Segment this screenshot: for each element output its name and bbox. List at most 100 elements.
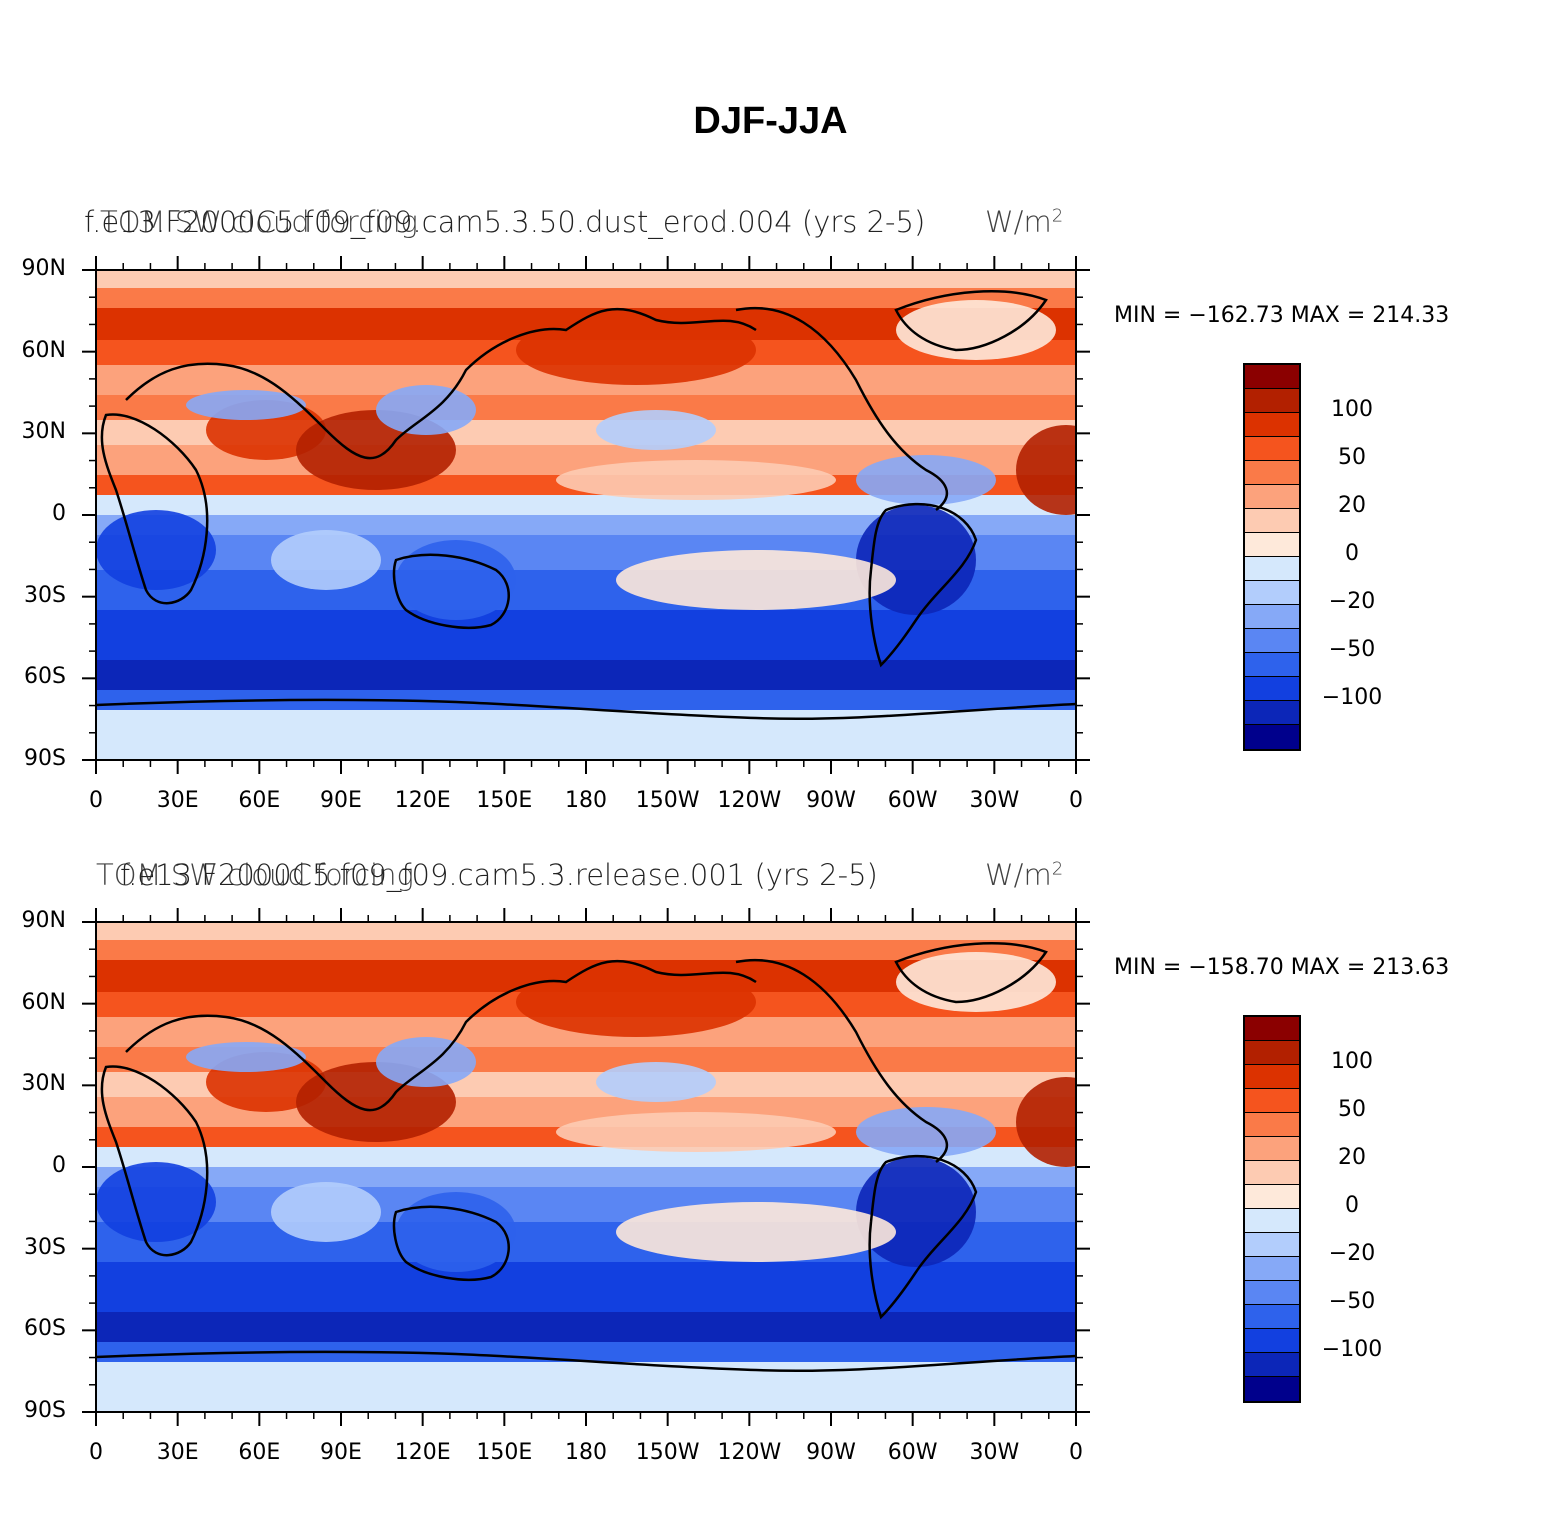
y-tick-label: 30N [21, 419, 66, 445]
colorbar-label: 20 [1338, 493, 1366, 518]
colorbar-segment [1245, 605, 1299, 629]
colorbar-segment [1245, 581, 1299, 605]
x-tick-label: 120E [394, 788, 451, 813]
colorbar-segment [1245, 389, 1299, 413]
x-tick-label: 150W [635, 788, 700, 813]
x-tick-label: 0 [1069, 788, 1083, 813]
coastline [96, 698, 1076, 721]
colorbar-label: 50 [1338, 1097, 1366, 1122]
colorbar-segment [1245, 1209, 1299, 1233]
continent-outline [100, 1065, 209, 1257]
y-tick-label: 30S [24, 1234, 66, 1260]
field-feature [396, 1192, 516, 1272]
y-tick-label: 90N [21, 256, 66, 281]
x-tick-label: 0 [89, 1440, 103, 1465]
continent-outline [100, 413, 209, 605]
top-panel-case-title: f.e13.F2000C5.f09_f09.cam5.3.50.dust_ero… [84, 205, 926, 239]
continent-outline [735, 306, 948, 511]
x-tick-label: 150W [635, 1440, 700, 1465]
colorbar-segment [1245, 1161, 1299, 1185]
colorbar-label: −50 [1328, 637, 1376, 662]
x-tick-label: 180 [565, 788, 607, 813]
coastline [96, 1350, 1076, 1373]
colorbar-segment [1245, 1089, 1299, 1113]
colorbar-label: 20 [1338, 1145, 1366, 1170]
field-feature [616, 1202, 896, 1262]
colorbar-label: 0 [1345, 1193, 1359, 1218]
colorbar-segment [1245, 557, 1299, 581]
field-feature [516, 967, 756, 1037]
latitude-band [96, 660, 1076, 690]
field-feature [376, 1037, 476, 1087]
latitude-band [96, 495, 1076, 515]
field-feature [516, 315, 756, 385]
latitude-band [96, 1312, 1076, 1342]
colorbar-label: 0 [1345, 541, 1359, 566]
colorbar-segment [1245, 365, 1299, 389]
colorbar-segment [1245, 1233, 1299, 1257]
continent-outline [894, 942, 1048, 1004]
y-tick-label: 0 [52, 1153, 66, 1178]
latitude-band [96, 1342, 1076, 1362]
latitude-band [96, 690, 1076, 710]
colorbar-label: 100 [1331, 1049, 1373, 1074]
field-feature [96, 1162, 216, 1242]
continent-outline [868, 502, 978, 668]
colorbar-segment [1245, 701, 1299, 725]
bottom-panel-units: W/m2 [985, 858, 1064, 892]
antarctica-region [96, 1362, 1076, 1412]
continent-outline [392, 553, 510, 629]
field-feature [556, 1112, 836, 1152]
field-feature [1016, 1077, 1076, 1167]
colorbar-segment [1245, 725, 1299, 749]
y-tick-label: 60S [24, 1316, 66, 1342]
y-tick-label: 60S [24, 664, 66, 690]
latitude-band [96, 515, 1076, 535]
latitude-band [96, 288, 1076, 308]
y-tick-label: 90S [24, 1398, 66, 1423]
x-tick-label: 60E [238, 1440, 281, 1465]
y-tick-label: 0 [52, 501, 66, 526]
field-feature [1016, 425, 1076, 515]
bottom-panel-case-title: f.e13.F2000C5.f09_f09.cam5.3.release.001… [120, 858, 878, 892]
colorbar-segment [1245, 1113, 1299, 1137]
latitude-band [96, 270, 1076, 288]
x-tick-label: 30W [969, 1440, 1020, 1465]
latitude-band [96, 922, 1076, 940]
colorbar-segment [1245, 413, 1299, 437]
field-feature [596, 410, 716, 450]
field-feature [556, 460, 836, 500]
top-map-field [96, 270, 1076, 760]
y-tick-label: 60N [21, 989, 66, 1015]
top-min-max-label: MIN = −162.73 MAX = 214.33 [1114, 303, 1450, 328]
colorbar-label: −100 [1321, 685, 1383, 710]
x-tick-label: 60W [887, 788, 938, 813]
x-tick-label: 30W [969, 788, 1020, 813]
field-feature [596, 1062, 716, 1102]
colorbar-label: −100 [1321, 1337, 1383, 1362]
continent-outline [125, 307, 757, 460]
colorbar-label: −20 [1328, 589, 1376, 614]
field-feature [271, 1182, 381, 1242]
field-feature [856, 455, 996, 505]
y-tick-label: 30S [24, 582, 66, 608]
top-colorbar [1243, 363, 1301, 751]
latitude-band [96, 940, 1076, 960]
colorbar-segment [1245, 1377, 1299, 1401]
continent-outline [868, 1154, 978, 1320]
x-tick-label: 0 [1069, 1440, 1083, 1465]
x-tick-label: 90W [806, 788, 856, 813]
colorbar-segment [1245, 1041, 1299, 1065]
colorbar-segment [1245, 1305, 1299, 1329]
y-tick-label: 60N [21, 337, 66, 363]
figure-title: DJF-JJA [693, 100, 848, 142]
colorbar-segment [1245, 653, 1299, 677]
latitude-band [96, 1147, 1076, 1167]
continent-outline [125, 959, 757, 1112]
bottom-map-field [96, 922, 1076, 1412]
colorbar-segment [1245, 1353, 1299, 1377]
bottom-colorbar [1243, 1015, 1301, 1403]
field-feature [856, 1107, 996, 1157]
bottom-min-max-label: MIN = −158.70 MAX = 213.63 [1114, 955, 1450, 980]
colorbar-segment [1245, 1137, 1299, 1161]
